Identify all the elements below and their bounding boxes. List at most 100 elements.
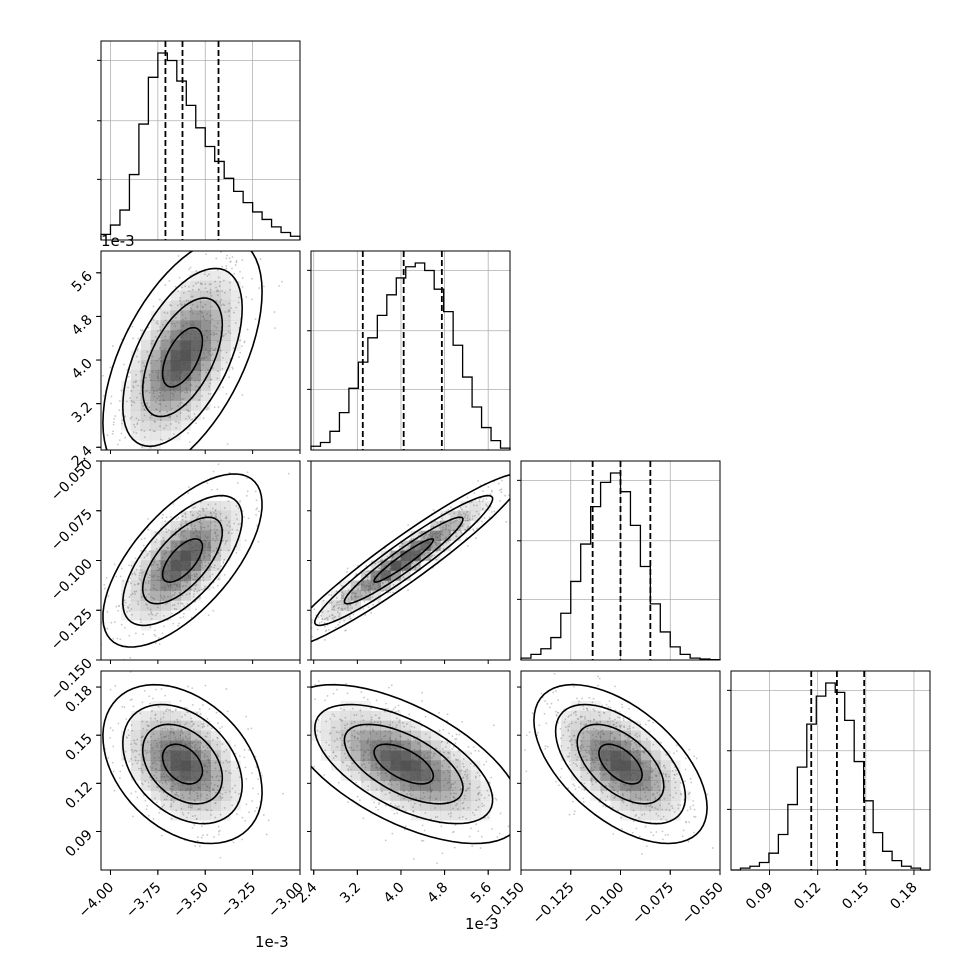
sample-point bbox=[516, 477, 518, 479]
sample-point bbox=[158, 410, 161, 413]
density-cell bbox=[420, 530, 431, 541]
sample-point bbox=[455, 519, 458, 522]
sample-point bbox=[171, 710, 174, 713]
sample-point bbox=[159, 594, 162, 597]
sample-point bbox=[161, 439, 164, 442]
sample-point bbox=[427, 551, 430, 554]
sample-point bbox=[493, 510, 496, 513]
sample-point bbox=[218, 769, 221, 772]
sample-point bbox=[582, 746, 585, 749]
sample-point bbox=[461, 815, 464, 818]
density-cell bbox=[450, 510, 461, 521]
sample-point bbox=[205, 808, 208, 811]
sample-point bbox=[407, 589, 409, 592]
sample-point bbox=[181, 594, 184, 597]
contour-line bbox=[102, 251, 263, 450]
sample-point bbox=[353, 737, 356, 739]
sample-point bbox=[188, 792, 191, 795]
density-cell bbox=[220, 300, 231, 311]
sample-point bbox=[412, 737, 415, 740]
sample-point bbox=[525, 472, 527, 474]
density-cell bbox=[620, 720, 631, 731]
sample-point bbox=[478, 498, 481, 501]
density-cell bbox=[440, 510, 451, 521]
sample-point bbox=[116, 443, 119, 446]
sample-point bbox=[595, 729, 598, 732]
sample-point bbox=[115, 605, 118, 608]
sample-point bbox=[328, 755, 331, 758]
sample-point bbox=[586, 707, 588, 710]
sample-point bbox=[172, 622, 175, 625]
sample-point bbox=[366, 578, 369, 581]
density-cell bbox=[190, 500, 201, 512]
sample-point bbox=[241, 394, 244, 396]
sample-point bbox=[654, 798, 657, 801]
sample-point bbox=[134, 381, 137, 384]
sample-point bbox=[171, 790, 173, 793]
sample-point bbox=[689, 806, 692, 808]
sample-point bbox=[390, 732, 393, 735]
density-cell bbox=[180, 720, 191, 731]
density-cell bbox=[370, 740, 381, 751]
sample-point bbox=[516, 786, 518, 788]
sample-point bbox=[440, 512, 443, 515]
density-cell bbox=[160, 780, 171, 791]
sample-point bbox=[138, 451, 140, 453]
sample-point bbox=[644, 723, 647, 726]
sample-point bbox=[105, 576, 108, 579]
sample-point bbox=[468, 518, 471, 521]
sample-point bbox=[428, 535, 431, 538]
sample-point bbox=[573, 813, 576, 816]
sample-point bbox=[241, 345, 243, 348]
sample-point bbox=[353, 729, 356, 732]
sample-point bbox=[204, 283, 207, 285]
density-cell bbox=[180, 330, 191, 341]
sample-point bbox=[403, 828, 406, 831]
sample-point bbox=[445, 541, 447, 544]
sample-point bbox=[402, 722, 404, 724]
density-cell bbox=[200, 540, 211, 551]
sample-point bbox=[164, 335, 167, 338]
sample-point bbox=[655, 831, 658, 833]
sample-point bbox=[621, 827, 623, 830]
density-cell bbox=[370, 770, 381, 781]
sample-point bbox=[124, 667, 126, 669]
sample-point bbox=[351, 607, 354, 609]
sample-point bbox=[675, 792, 677, 795]
sample-point bbox=[146, 554, 148, 557]
density-cell bbox=[640, 760, 651, 771]
sample-point bbox=[234, 264, 237, 266]
sample-point bbox=[130, 400, 133, 403]
sample-point bbox=[207, 562, 210, 565]
sample-point bbox=[356, 795, 359, 798]
density-cell bbox=[430, 760, 441, 771]
sample-point bbox=[144, 537, 146, 540]
sample-point bbox=[585, 751, 588, 754]
density-cell bbox=[420, 550, 431, 561]
sample-point bbox=[567, 730, 570, 732]
sample-point bbox=[212, 470, 215, 473]
density-cell bbox=[330, 760, 342, 771]
density-cell bbox=[160, 400, 171, 411]
sample-point bbox=[131, 573, 134, 576]
sample-point bbox=[608, 784, 611, 787]
sample-point bbox=[216, 753, 219, 756]
density-cell bbox=[460, 510, 471, 521]
sample-point bbox=[213, 528, 216, 531]
sample-point bbox=[141, 771, 144, 774]
sample-point bbox=[659, 804, 662, 807]
sample-point bbox=[620, 724, 623, 727]
sample-point bbox=[597, 684, 600, 687]
sample-point bbox=[135, 743, 138, 746]
sample-point bbox=[193, 413, 196, 415]
sample-point bbox=[150, 596, 152, 598]
sample-point bbox=[540, 692, 543, 695]
sample-point bbox=[336, 688, 338, 691]
density-cell bbox=[200, 350, 211, 361]
sample-point bbox=[461, 508, 463, 511]
sample-point bbox=[196, 792, 198, 795]
sample-point bbox=[301, 627, 303, 629]
sample-point bbox=[459, 507, 462, 509]
sample-point bbox=[194, 506, 197, 509]
sample-point bbox=[477, 480, 479, 482]
